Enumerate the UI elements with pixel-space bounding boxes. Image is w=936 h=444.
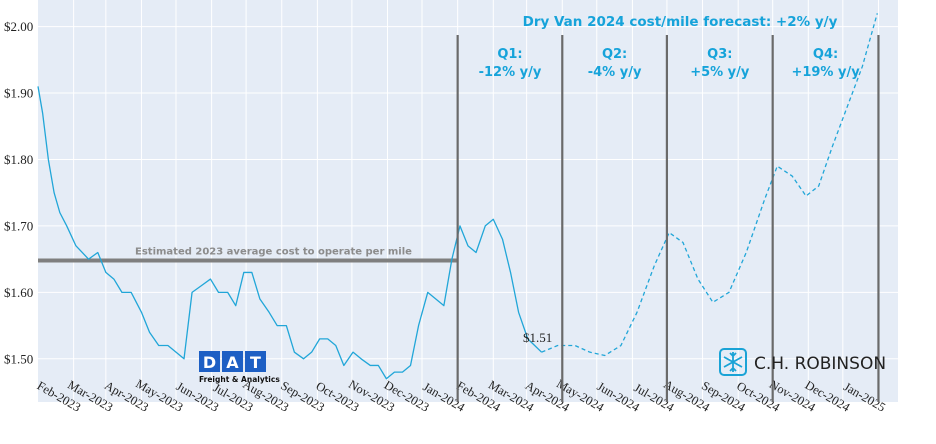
y-tick-label: $1.60 xyxy=(4,285,33,300)
chr-logo-mark xyxy=(719,348,747,376)
chart-title: Dry Van 2024 cost/mile forecast: +2% y/y xyxy=(523,14,838,30)
point-labels: $1.51$2.02 xyxy=(523,330,552,345)
annotations: Dry Van 2024 cost/mile forecast: +2% y/y… xyxy=(479,14,861,80)
dat-logo-letter-box-3 xyxy=(245,351,266,372)
quarter-label: Q2: xyxy=(602,47,627,62)
dat-logo-letter-box-1 xyxy=(199,351,220,372)
quarter-change-label: -4% y/y xyxy=(588,65,642,80)
plot-background xyxy=(38,0,898,402)
quarter-dividers xyxy=(456,35,880,402)
dat-logo-letter-d: D xyxy=(203,353,216,372)
y-tick-label: $1.70 xyxy=(4,218,33,233)
y-tick-label: $1.80 xyxy=(4,152,33,167)
dat-logo-letter-a: A xyxy=(226,353,239,372)
quarter-change-label: -12% y/y xyxy=(479,65,542,80)
quarter-label: Q1: xyxy=(497,47,522,62)
y-tick-label: $1.90 xyxy=(4,86,33,101)
chr-logo: C.H. ROBINSON xyxy=(719,348,886,376)
dat-logo: D A T Freight & Analytics xyxy=(199,351,280,384)
chr-logo-snowflake-icon xyxy=(723,352,743,372)
dat-logo-letter-box-2 xyxy=(222,351,243,372)
y-tick-label: $1.50 xyxy=(4,351,33,366)
dat-logo-tagline: Freight & Analytics xyxy=(199,375,280,384)
forecast-line xyxy=(541,13,878,357)
reference-line-label: Estimated 2023 average cost to operate p… xyxy=(135,246,412,257)
quarter-change-label: +19% y/y xyxy=(791,65,860,80)
dat-logo-letter-t: T xyxy=(250,353,261,372)
chr-logo-wordmark: C.H. ROBINSON xyxy=(754,354,886,374)
quarter-change-label: +5% y/y xyxy=(690,65,750,80)
reference-line-group: Estimated 2023 average cost to operate p… xyxy=(38,246,458,263)
data-point-label: $1.51 xyxy=(523,330,552,345)
y-tick-label: $2.00 xyxy=(4,19,33,34)
quarter-label: Q3: xyxy=(707,47,732,62)
y-axis: $1.50 $1.60 $1.70 $1.80 $1.90 $2.00 xyxy=(4,19,33,366)
quarter-label: Q4: xyxy=(813,47,838,62)
